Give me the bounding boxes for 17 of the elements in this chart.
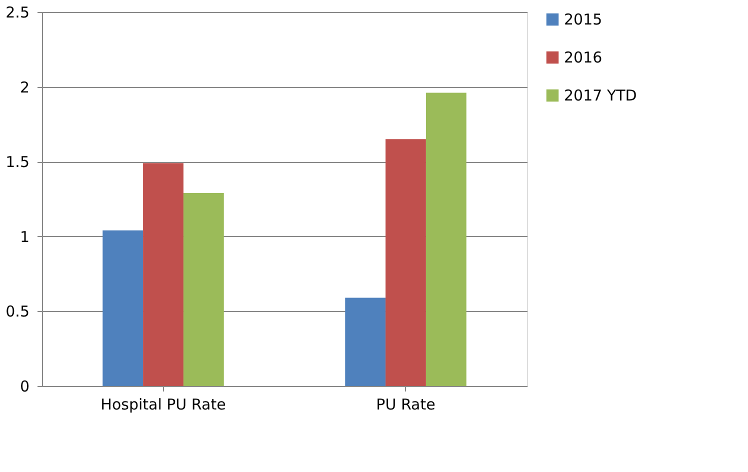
x-tick-label: PU Rate — [376, 396, 436, 414]
y-tick-label: 1.5 — [6, 153, 30, 172]
y-tick-label: 1 — [20, 228, 30, 246]
bar — [426, 92, 466, 386]
x-tick-label: Hospital PU Rate — [100, 396, 226, 414]
bar — [143, 163, 184, 386]
y-tick-label: 0 — [20, 378, 30, 396]
legend-label: 2016 — [564, 48, 602, 66]
legend-label: 2015 — [564, 10, 602, 28]
bar — [345, 298, 386, 386]
y-tick-label: 2.5 — [6, 4, 30, 22]
y-tick-label: 2 — [20, 78, 30, 96]
y-tick-label: 0.5 — [6, 302, 30, 321]
bar — [386, 139, 426, 386]
bar — [183, 193, 224, 386]
bar — [102, 230, 144, 386]
legend-label: 2017 YTD — [564, 86, 637, 104]
